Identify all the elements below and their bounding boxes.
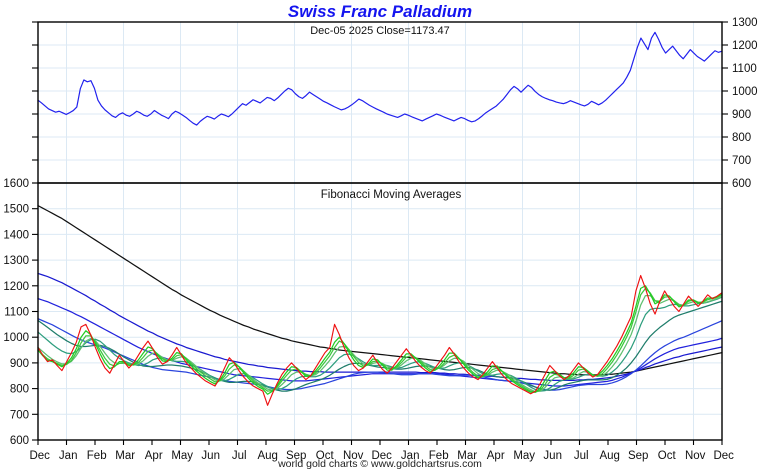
x-axis-month-label: May	[513, 450, 535, 462]
ma-line-price	[37, 274, 723, 406]
y-axis-label-bottom-panel: 1600	[3, 178, 29, 190]
x-axis-month-label: Dec	[29, 450, 50, 462]
x-axis-month-label: Aug	[599, 450, 619, 462]
grid-layer	[38, 22, 722, 440]
series-layer	[37, 31, 723, 406]
y-axis-label-bottom-panel: 1100	[4, 307, 29, 319]
y-axis-label-bottom-panel: 1000	[3, 332, 29, 344]
x-axis-month-label: Feb	[429, 450, 449, 462]
x-axis-month-label: Jan	[59, 450, 78, 462]
y-axis-label-top-panel: 1300	[732, 17, 758, 29]
ma-line-ma-89	[37, 318, 723, 391]
x-axis-month-label: Nov	[343, 450, 364, 462]
y-axis-label-bottom-panel: 900	[10, 358, 29, 370]
y-axis-label-bottom-panel: 800	[10, 384, 29, 396]
x-axis-month-label: Aug	[257, 450, 277, 462]
y-axis-label-bottom-panel: 600	[10, 435, 29, 447]
y-axis-label-top-panel: 600	[732, 178, 751, 190]
x-axis-month-label: May	[171, 450, 193, 462]
x-axis-month-label: Mar	[115, 450, 135, 462]
y-axis-label-top-panel: 1000	[732, 86, 758, 98]
y-axis-label-top-panel: 1100	[732, 63, 757, 75]
y-axis-label-bottom-panel: 1300	[3, 255, 29, 267]
x-axis-month-label: Dec	[713, 450, 734, 462]
y-axis-label-top-panel: 700	[732, 155, 751, 167]
price-line-swiss-franc-palladium-price	[37, 31, 723, 126]
ticks-layer	[32, 21, 728, 445]
y-axis-label-bottom-panel: 1500	[3, 204, 29, 216]
x-axis-month-label: Jul	[232, 450, 247, 462]
y-axis-label-top-panel: 1200	[732, 40, 758, 52]
x-axis-month-label: Oct	[316, 450, 335, 462]
y-axis-label-bottom-panel: 1400	[3, 229, 29, 241]
x-axis-month-label: Jun	[201, 450, 220, 462]
y-axis-label-bottom-panel: 700	[10, 409, 29, 421]
x-axis-month-label: Oct	[658, 450, 677, 462]
x-axis-month-label: Sep	[286, 450, 306, 462]
x-axis-month-label: Apr	[145, 450, 163, 462]
x-axis-month-label: Nov	[685, 450, 706, 462]
x-axis-month-label: Apr	[487, 450, 505, 462]
x-axis-month-label: Dec	[371, 450, 392, 462]
footer-credit: world gold charts © www.goldchartsrus.co…	[277, 458, 482, 470]
y-axis-label-top-panel: 900	[732, 109, 751, 121]
x-axis-month-label: Mar	[457, 450, 477, 462]
x-axis-month-label: Jul	[574, 450, 589, 462]
y-axis-label-bottom-panel: 1200	[3, 281, 29, 293]
y-axis-label-top-panel: 800	[732, 132, 751, 144]
x-axis-month-label: Sep	[628, 450, 648, 462]
ma-line-ma-55	[37, 300, 723, 392]
x-axis-month-label: Jun	[543, 450, 562, 462]
price-subtitle: Dec-05 2025 Close=1173.47	[310, 25, 450, 37]
page-title: Swiss Franc Palladium	[288, 2, 472, 21]
labels-layer: 600 700 800 900 1000 1100 1200 1300 600 700 800 900…	[3, 17, 757, 462]
fibonacci-panel-label: Fibonacci Moving Averages	[321, 189, 462, 201]
x-axis-month-label: Jan	[401, 450, 420, 462]
x-axis-month-label: Feb	[87, 450, 107, 462]
